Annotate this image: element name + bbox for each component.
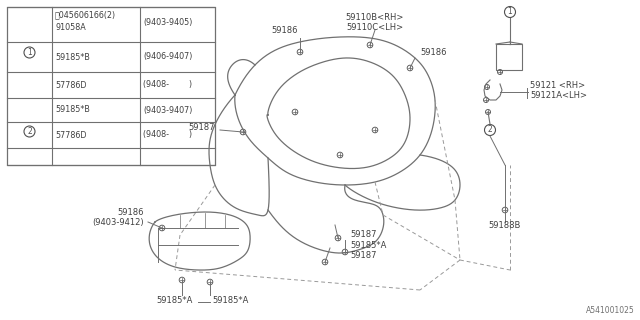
- Text: 59187: 59187: [350, 251, 376, 260]
- Text: 57786D: 57786D: [55, 81, 86, 90]
- Text: 91058A: 91058A: [55, 22, 86, 31]
- Text: 59185*B: 59185*B: [55, 106, 90, 115]
- Text: (9408-        ): (9408- ): [143, 131, 192, 140]
- Text: 59185*A: 59185*A: [157, 296, 193, 305]
- Text: 2: 2: [27, 127, 32, 136]
- Text: 59185*A: 59185*A: [350, 241, 387, 250]
- Bar: [7, 7, 215, 165]
- Text: (9406-9407): (9406-9407): [143, 52, 193, 61]
- Text: (9403-9405): (9403-9405): [143, 18, 193, 27]
- Text: A541001025: A541001025: [586, 306, 635, 315]
- Text: 1: 1: [27, 48, 32, 57]
- Text: 59186: 59186: [272, 26, 298, 35]
- Text: 59187: 59187: [350, 230, 376, 239]
- Text: 59110C<LH>: 59110C<LH>: [346, 23, 404, 32]
- Text: 59188B: 59188B: [489, 221, 521, 230]
- Text: 59185*A: 59185*A: [212, 296, 248, 305]
- Text: 2: 2: [488, 125, 492, 134]
- Bar: [496, 44, 522, 70]
- Text: (9403-9407): (9403-9407): [143, 106, 193, 115]
- Text: (9408-        ): (9408- ): [143, 81, 192, 90]
- Text: 59185*B: 59185*B: [55, 52, 90, 61]
- Text: 1: 1: [508, 7, 513, 17]
- Text: Ⓢ045606166(2): Ⓢ045606166(2): [55, 11, 116, 20]
- Text: 59186: 59186: [420, 48, 447, 57]
- Text: 57786D: 57786D: [55, 131, 86, 140]
- Text: 59186: 59186: [118, 208, 144, 217]
- Text: (9403-9412): (9403-9412): [92, 218, 144, 227]
- Text: 59121 <RH>: 59121 <RH>: [530, 81, 585, 90]
- Text: 59110B<RH>: 59110B<RH>: [346, 13, 404, 22]
- Text: 59121A<LH>: 59121A<LH>: [530, 91, 587, 100]
- Text: 59187: 59187: [189, 123, 215, 132]
